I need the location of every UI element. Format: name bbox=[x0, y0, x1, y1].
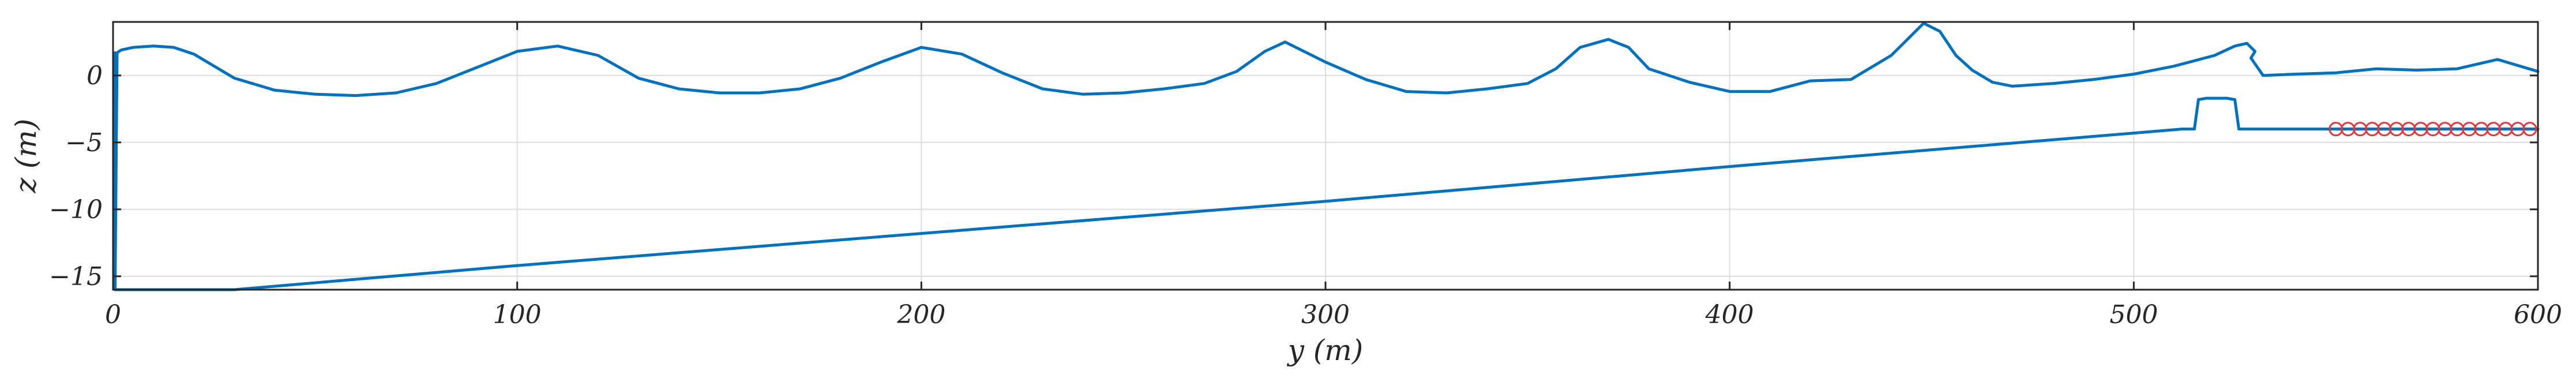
y-axis-label: z (m) bbox=[9, 119, 43, 194]
free-surface-line bbox=[114, 21, 2540, 291]
x-tick-label: 600 bbox=[2514, 300, 2562, 329]
y-tick-label: 0 bbox=[87, 61, 103, 91]
bathymetry-line bbox=[114, 51, 2540, 291]
x-axis-label: y (m) bbox=[1287, 334, 1364, 367]
y-tick-label: −10 bbox=[49, 195, 103, 224]
x-tick-label: 400 bbox=[1705, 300, 1754, 329]
series-layer bbox=[114, 21, 2540, 291]
x-tick-label: 200 bbox=[896, 300, 945, 329]
y-tick-label: −15 bbox=[49, 262, 103, 291]
x-tick-label: 100 bbox=[493, 300, 542, 329]
x-tick-label: 500 bbox=[2109, 300, 2158, 329]
x-tick-label: 0 bbox=[105, 300, 121, 329]
tick-labels: 0 100 200 300 400 500 600 −15 −10 −5 0 bbox=[49, 61, 2562, 329]
axes bbox=[112, 21, 2539, 291]
probe-marker bbox=[2522, 122, 2537, 137]
y-tick-label: −5 bbox=[65, 128, 103, 158]
x-tick-label: 300 bbox=[1301, 300, 1350, 329]
